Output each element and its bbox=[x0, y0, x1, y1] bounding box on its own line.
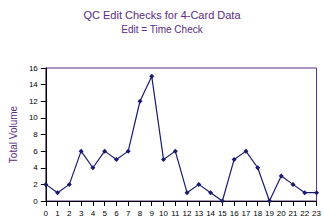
svg-text:14: 14 bbox=[29, 80, 38, 89]
svg-text:12: 12 bbox=[183, 209, 192, 218]
svg-text:17: 17 bbox=[241, 209, 250, 218]
svg-text:22: 22 bbox=[300, 209, 309, 218]
svg-text:16: 16 bbox=[29, 64, 38, 73]
svg-text:9: 9 bbox=[150, 209, 155, 218]
svg-text:23: 23 bbox=[312, 209, 321, 218]
svg-text:21: 21 bbox=[289, 209, 298, 218]
svg-text:3: 3 bbox=[79, 209, 84, 218]
svg-text:10: 10 bbox=[29, 113, 38, 122]
svg-text:0: 0 bbox=[33, 197, 38, 206]
svg-text:2: 2 bbox=[67, 209, 72, 218]
svg-text:5: 5 bbox=[102, 209, 107, 218]
svg-text:1: 1 bbox=[55, 209, 60, 218]
svg-text:14: 14 bbox=[206, 209, 215, 218]
svg-text:6: 6 bbox=[33, 147, 38, 156]
svg-text:16: 16 bbox=[230, 209, 239, 218]
svg-text:18: 18 bbox=[253, 209, 262, 218]
svg-text:4: 4 bbox=[33, 163, 38, 172]
svg-text:12: 12 bbox=[29, 97, 38, 106]
svg-text:13: 13 bbox=[194, 209, 203, 218]
svg-text:11: 11 bbox=[171, 209, 180, 218]
svg-text:8: 8 bbox=[138, 209, 143, 218]
svg-text:2: 2 bbox=[33, 180, 38, 189]
svg-text:0: 0 bbox=[44, 209, 49, 218]
svg-text:19: 19 bbox=[265, 209, 274, 218]
svg-text:6: 6 bbox=[114, 209, 119, 218]
svg-text:4: 4 bbox=[91, 209, 96, 218]
svg-text:QC Edit Checks for 4-Card Data: QC Edit Checks for 4-Card Data bbox=[83, 9, 241, 21]
svg-text:Edit = Time Check: Edit = Time Check bbox=[121, 24, 203, 35]
svg-text:7: 7 bbox=[126, 209, 131, 218]
svg-text:15: 15 bbox=[218, 209, 227, 218]
svg-text:Total Volume: Total Volume bbox=[8, 105, 19, 163]
svg-text:8: 8 bbox=[33, 130, 38, 139]
svg-text:10: 10 bbox=[159, 209, 168, 218]
svg-text:20: 20 bbox=[277, 209, 286, 218]
